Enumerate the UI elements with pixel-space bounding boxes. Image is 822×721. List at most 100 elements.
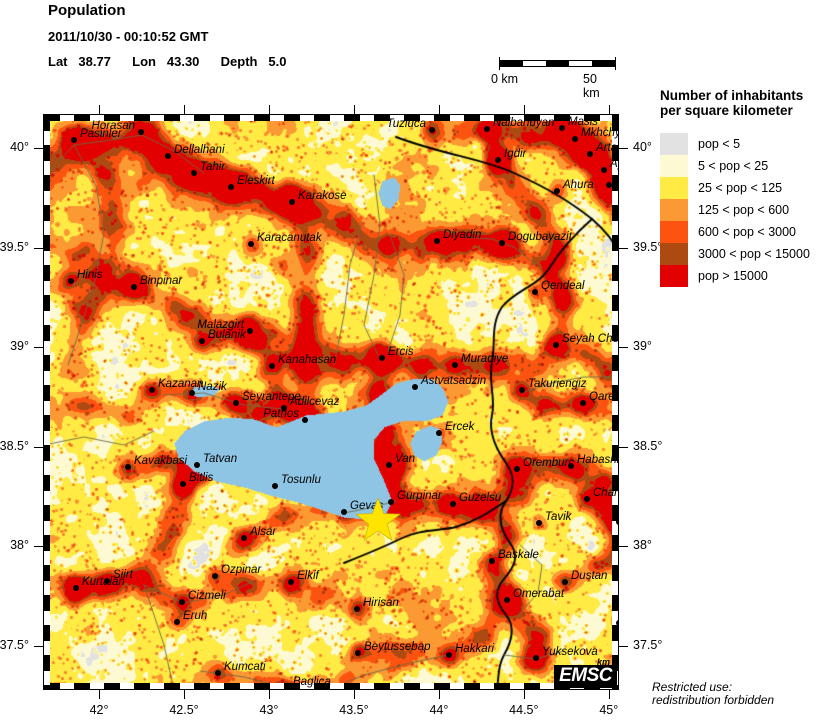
city-label: Baskale <box>498 549 539 561</box>
axis-tick-latitude <box>619 446 628 448</box>
city-label: Hakkari <box>455 643 494 655</box>
city-label: Dellalhani <box>174 144 225 156</box>
axis-tick-longitude <box>438 105 440 114</box>
map-border-top <box>44 115 618 121</box>
city-dot-icon <box>355 650 361 656</box>
map-frame: Pasinler Horasan Dellalhani Tahir Eleskirt Ka… <box>43 114 619 690</box>
city-label: Bitlis <box>189 472 214 484</box>
city-label: Adilcevaz <box>290 396 340 408</box>
axis-tick-longitude <box>99 690 101 699</box>
city-label: Kumcati <box>224 661 266 673</box>
city-label: Binpinar <box>140 275 183 287</box>
axis-tick-longitude <box>523 105 525 114</box>
legend-color-swatch <box>660 155 688 177</box>
axis-tick-longitude <box>353 105 355 114</box>
legend-item-label: 25 < pop < 125 <box>698 181 783 195</box>
city-label: Kazanan <box>158 378 204 390</box>
legend-item: 3000 < pop < 15000 <box>660 243 820 265</box>
city-dot-icon <box>514 466 520 472</box>
scale-bar-segment <box>592 61 615 66</box>
city-label: Eruh <box>183 610 208 622</box>
city-label: Seyrantepe <box>242 391 301 403</box>
city-dot-icon <box>616 620 618 626</box>
city-dot-icon <box>606 182 612 188</box>
legend-color-swatch <box>660 243 688 265</box>
city-dot-icon <box>434 238 440 244</box>
city-label: Tavik <box>545 511 572 523</box>
scale-bar-segment <box>569 61 592 66</box>
city-label: Ercek <box>445 421 475 433</box>
city-dot-icon <box>379 355 385 361</box>
scale-bar-label-max: 50 km <box>583 72 600 100</box>
city-label: Baglica <box>293 676 331 688</box>
axis-label-latitude: 39° <box>10 339 29 354</box>
legend-item: pop > 15000 <box>660 265 820 287</box>
city-label: Kanahasan <box>278 354 337 366</box>
axis-tick-latitude <box>619 347 628 349</box>
legend-color-swatch <box>660 199 688 221</box>
axis-label-latitude: 37.5° <box>0 638 29 653</box>
city-dot-icon <box>499 240 505 246</box>
city-dot-icon <box>233 400 239 406</box>
city-dot-icon <box>519 387 525 393</box>
city-dot-icon <box>436 430 442 436</box>
legend-item: pop < 5 <box>660 133 820 155</box>
axis-tick-longitude <box>608 690 610 699</box>
depth-label: Depth <box>220 54 258 69</box>
city-dot-icon <box>495 157 501 163</box>
city-dot-icon <box>104 578 110 584</box>
emsc-logo: EMSC <box>554 665 617 688</box>
axis-label-longitude: 42° <box>89 703 109 717</box>
city-dot-icon <box>73 585 79 591</box>
legend-title: Number of inhabitants per square kilomet… <box>660 88 820 118</box>
axis-tick-longitude <box>523 690 525 699</box>
city-label: Siirt <box>113 569 133 581</box>
population-map[interactable]: Pasinler Horasan Dellalhani Tahir Eleskirt Ka… <box>0 105 662 717</box>
city-label: Tosunlu <box>281 474 321 486</box>
city-label: Chahar Sefun <box>593 487 618 499</box>
city-label: Bulanik <box>208 329 246 341</box>
scale-bar-cap-right <box>615 57 616 70</box>
disclaimer-line2: redistribution forbidden <box>652 693 775 707</box>
city-label: Eleskirt <box>237 175 275 187</box>
city-dot-icon <box>272 483 278 489</box>
city-dot-icon <box>568 463 574 469</box>
city-dot-icon <box>616 519 618 525</box>
legend-color-swatch <box>660 265 688 287</box>
axis-label-latitude-right: 38.5° <box>633 438 663 453</box>
city-label: Pasinler <box>80 128 122 140</box>
city-label: Diyadin <box>443 229 482 241</box>
legend: Number of inhabitants per square kilomet… <box>660 88 820 287</box>
axis-label-longitude: 43.5° <box>339 703 369 717</box>
city-dot-icon <box>533 655 539 661</box>
page-title: Population <box>48 2 126 19</box>
city-dot-icon <box>388 499 394 505</box>
city-label: Beytussebap <box>364 641 431 653</box>
header: Population 2011/10/30 - 00:10:52 GMT Lat… <box>48 0 648 69</box>
city-dot-icon <box>532 289 538 295</box>
axis-tick-longitude <box>268 105 270 114</box>
legend-item: 600 < pop < 3000 <box>660 221 820 243</box>
city-dot-icon <box>341 509 347 515</box>
lat-label: Lat <box>48 54 68 69</box>
axis-tick-latitude <box>619 546 628 548</box>
city-label: Hinis <box>77 269 103 281</box>
city-dot-icon <box>247 328 253 334</box>
city-dot-icon <box>284 685 290 689</box>
city-dot-icon <box>180 481 186 487</box>
city-dot-icon <box>228 184 234 190</box>
city-dot-icon <box>71 137 77 143</box>
legend-item: 5 < pop < 25 <box>660 155 820 177</box>
city-dot-icon <box>584 496 590 502</box>
city-dot-icon <box>554 188 560 194</box>
scale-bar-cap-left <box>499 57 500 70</box>
disclaimer-line1: Restricted use: <box>652 680 733 694</box>
emsc-km-mark: km <box>596 657 610 667</box>
city-dot-icon <box>199 338 205 344</box>
city-label: Dustan <box>571 570 608 582</box>
city-label: Astvatsadzin <box>421 375 487 387</box>
city-label: Oremburc <box>523 457 575 469</box>
city-label: Elkif <box>297 570 319 582</box>
city-dot-icon <box>450 501 456 507</box>
axis-tick-latitude <box>34 546 43 548</box>
